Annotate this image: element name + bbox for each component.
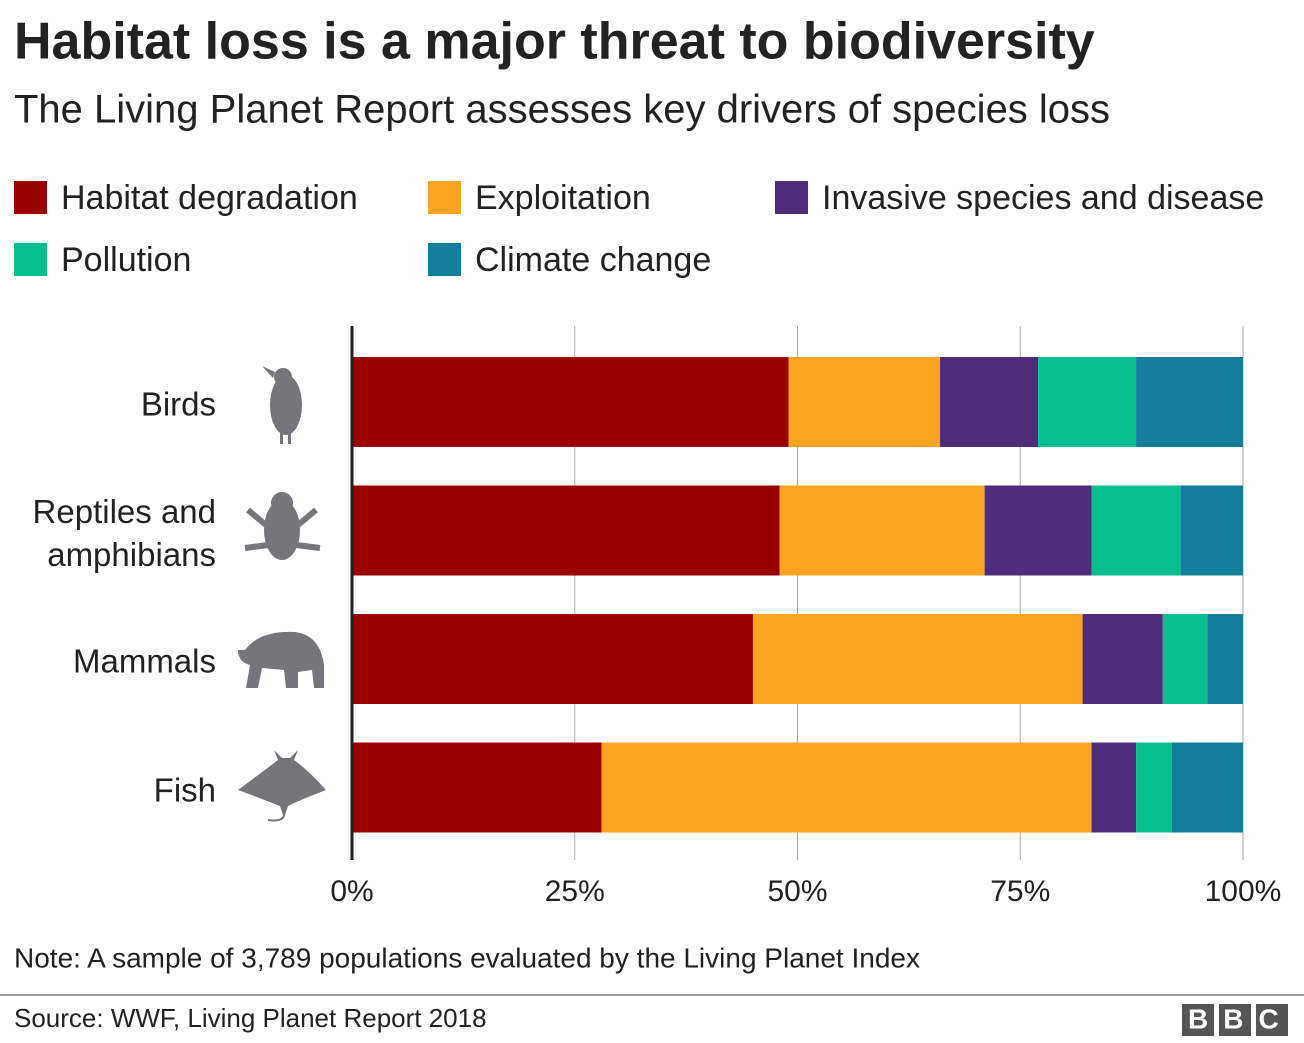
bar-segment <box>1038 357 1137 447</box>
logo-box <box>1182 1004 1214 1036</box>
bar-segment <box>352 742 602 833</box>
legend-label: Exploitation <box>475 179 651 217</box>
frog-icon <box>244 492 321 560</box>
logo: BBC <box>1182 1003 1294 1036</box>
y-tick-label: Mammals <box>72 642 216 680</box>
x-tick-label: 50% <box>767 875 827 908</box>
note: Note: A sample of 3,789 populations eval… <box>14 942 920 973</box>
icons <box>238 366 326 822</box>
bar-segment <box>352 614 753 704</box>
legend-swatch <box>14 181 47 214</box>
chart-title: Habitat loss is a major threat to biodiv… <box>14 13 1095 71</box>
x-tick-label: 100% <box>1205 875 1282 908</box>
x-tick-label: 0% <box>330 875 373 908</box>
bar-segment <box>1207 614 1243 704</box>
legend-swatch <box>14 243 47 276</box>
bar-segment <box>1136 742 1172 833</box>
bar-segment <box>1162 614 1208 704</box>
bar-segment <box>940 357 1039 447</box>
legend-swatch <box>775 181 808 214</box>
logo-box <box>1219 1004 1251 1036</box>
bar-segment <box>779 485 985 576</box>
x-tick-label: 75% <box>990 875 1050 908</box>
bar-segment <box>601 742 1092 833</box>
bar-segment <box>1171 742 1243 833</box>
source: Source: WWF, Living Planet Report 2018 <box>14 1003 487 1033</box>
bar-segment <box>1180 485 1243 576</box>
legend-label: Climate change <box>475 241 711 279</box>
legend-label: Pollution <box>61 241 191 279</box>
legend-label: Habitat degradation <box>61 179 358 217</box>
bar-segment <box>352 357 789 447</box>
bird-icon <box>262 366 302 444</box>
legend-swatch <box>428 243 461 276</box>
x-tick-label: 25% <box>545 875 605 908</box>
bar-segment <box>788 357 941 447</box>
bar-segment <box>1136 357 1243 447</box>
y-tick-label: Reptiles and amphibians <box>32 492 216 573</box>
ray-icon <box>238 750 326 822</box>
bar-segment <box>1091 485 1181 576</box>
logo-text: BBC <box>1188 1003 1294 1034</box>
bar-segment <box>1082 614 1163 704</box>
bear-icon <box>238 631 324 688</box>
y-tick-label: Birds <box>140 385 216 423</box>
logo-box <box>1256 1004 1288 1036</box>
y-tick-label: Fish <box>153 771 216 808</box>
bar-segment <box>752 614 1083 704</box>
chart-subtitle: The Living Planet Report assesses key dr… <box>14 88 1110 132</box>
bar-segment <box>1091 742 1137 833</box>
bar-segment <box>984 485 1092 576</box>
legend-swatch <box>428 181 461 214</box>
bar-segment <box>352 485 780 576</box>
legend-label: Invasive species and disease <box>822 179 1264 217</box>
